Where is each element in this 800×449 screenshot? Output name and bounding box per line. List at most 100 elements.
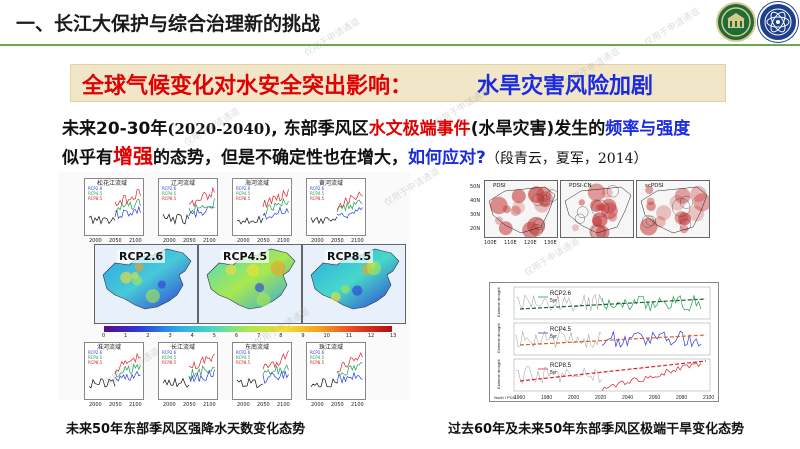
trend-line [519, 298, 707, 310]
rcp85-line [262, 350, 289, 370]
panel-legend: RCP2.6 RCP4.5 RCP8.5 [236, 350, 250, 365]
rcp85-line [336, 191, 363, 210]
timeseries-panel: 淮河流域 RCP2.6 RCP4.5 RCP8.5 2000 2050 2100 [84, 342, 144, 408]
legend-entry: RCP4.5 [310, 191, 325, 196]
x-tick-label: 2000 [89, 238, 102, 244]
x-tick-label: 2050 [183, 402, 196, 408]
page-header: 一、长江大保护与综合治理新的挑战 [0, 0, 800, 46]
right-caption: 过去60年及未来50年东部季风区极端干旱变化态势 [448, 422, 745, 437]
rcp26-line [114, 205, 141, 220]
x-tick-label: 2000 [311, 402, 324, 408]
timeseries-plot [236, 189, 289, 225]
lat-tick: 50N [470, 184, 481, 190]
section-title: 一、长江大保护与综合治理新的挑战 [16, 13, 321, 35]
legend-entry: RCP2.6 [162, 350, 177, 355]
timeseries-panel: 东南流域 RCP2.6 RCP4.5 RCP8.5 2000 2050 2100 [232, 342, 292, 408]
contour-line [645, 215, 656, 226]
colorbar-tick: 8 [279, 333, 283, 339]
rcp26-line [188, 369, 215, 383]
academy-logo [758, 2, 798, 42]
banner-red-text: 全球气候变化对水安全突出影响： [82, 74, 413, 99]
drought-series-figure: RCP2.6 5yr Extreme drought RCP4.5 5yr Extreme… [489, 282, 719, 402]
value-blob [254, 282, 265, 293]
panel-title: 珠江流域 [319, 344, 344, 351]
drought-cell [679, 224, 689, 234]
x-tick-label: 2000 [311, 238, 324, 244]
desc-region: , 东部季风区 [271, 119, 369, 139]
legend-entry: RCP4.5 [236, 355, 251, 360]
china-map [310, 248, 400, 310]
series-legend-5yr: 5yr [550, 334, 557, 340]
drought-cell [690, 185, 707, 202]
panel-title: 辽河流域 [171, 180, 196, 187]
x-tick-label: 2100 [129, 402, 142, 408]
university-logo [716, 2, 756, 42]
value-blob [352, 285, 363, 296]
timeseries-plot [88, 352, 141, 389]
colorbar-tick: 0 [102, 333, 106, 339]
observed-line [515, 293, 603, 312]
pdsi-contour-map [488, 186, 557, 237]
rcp26-line [114, 370, 141, 382]
rcp45-line [262, 364, 289, 376]
projection-line [601, 295, 702, 313]
historical-line [236, 215, 264, 225]
legend-entry: RCP2.6 [310, 350, 325, 355]
desc-citation: （段青云，夏军，2014） [485, 151, 648, 167]
contour-line [606, 185, 619, 198]
description-paragraph: 未来20-30年(2020-2040), 东部季风区水文极端事件(水旱灾害)发生… [62, 116, 782, 173]
legend-entry: RCP8.5 [310, 196, 325, 201]
timeseries-plot [236, 350, 289, 389]
timeseries-plot [88, 189, 141, 225]
timeseries-plot [310, 191, 363, 225]
panel-title: 黄河流域 [319, 180, 344, 187]
scenario-label: RCP4.5 [221, 250, 270, 263]
legend-entry: RCP4.5 [88, 191, 103, 196]
contour-line [641, 215, 655, 228]
rcp26-line [262, 205, 289, 220]
value-blob [134, 262, 144, 272]
value-blob [132, 275, 143, 286]
x-tick-label: 2040 [622, 395, 633, 401]
value-blob [259, 260, 274, 275]
panel-legend: RCP2.6 RCP4.5 RCP8.5 [88, 186, 102, 201]
drought-cell [528, 186, 545, 203]
series-legend-5yr: 5yr [550, 298, 557, 304]
x-tick-label: 2080 [676, 395, 687, 401]
x-tick-label: 1980 [541, 395, 552, 401]
drought-cell [688, 205, 705, 222]
lon-tick: 100E [484, 240, 497, 246]
building-emblem-icon [721, 7, 751, 37]
legend-entry: RCP8.5 [88, 196, 103, 201]
legend-entry: RCP2.6 [310, 186, 325, 191]
rcp26-line [336, 207, 363, 219]
pdsi-title: PDSI-CN [569, 183, 592, 189]
value-blob [120, 271, 133, 284]
contour-line [590, 225, 606, 237]
value-blob [366, 261, 382, 276]
panel-title: 长江流域 [171, 344, 196, 351]
legend-entry: RCP4.5 [236, 191, 251, 196]
colorbar-tick: 12 [367, 333, 375, 339]
x-tick-label: 2000 [163, 402, 176, 408]
coastline [488, 186, 556, 234]
colorbar-tick: 9 [301, 333, 305, 339]
colorbar [104, 326, 392, 332]
x-tick-label: 2050 [109, 238, 122, 244]
legend-entry: RCP4.5 [88, 355, 103, 360]
x-tick-label: 2000 [237, 402, 250, 408]
rcp85-line [262, 189, 289, 209]
coastline [564, 186, 632, 234]
value-blob [246, 263, 260, 277]
colorbar-tick: 10 [323, 333, 330, 339]
legend-entry: RCP2.6 [88, 186, 103, 191]
legend-entry: RCP8.5 [162, 360, 177, 365]
drought-cell [578, 199, 585, 206]
projection-map: RCP4.5 [198, 244, 302, 324]
drought-cell [490, 196, 508, 215]
x-tick-label: 2100 [203, 238, 216, 244]
pdsi-contour-map [564, 183, 632, 237]
rcp45-line [336, 199, 363, 213]
contour-line [591, 199, 609, 218]
